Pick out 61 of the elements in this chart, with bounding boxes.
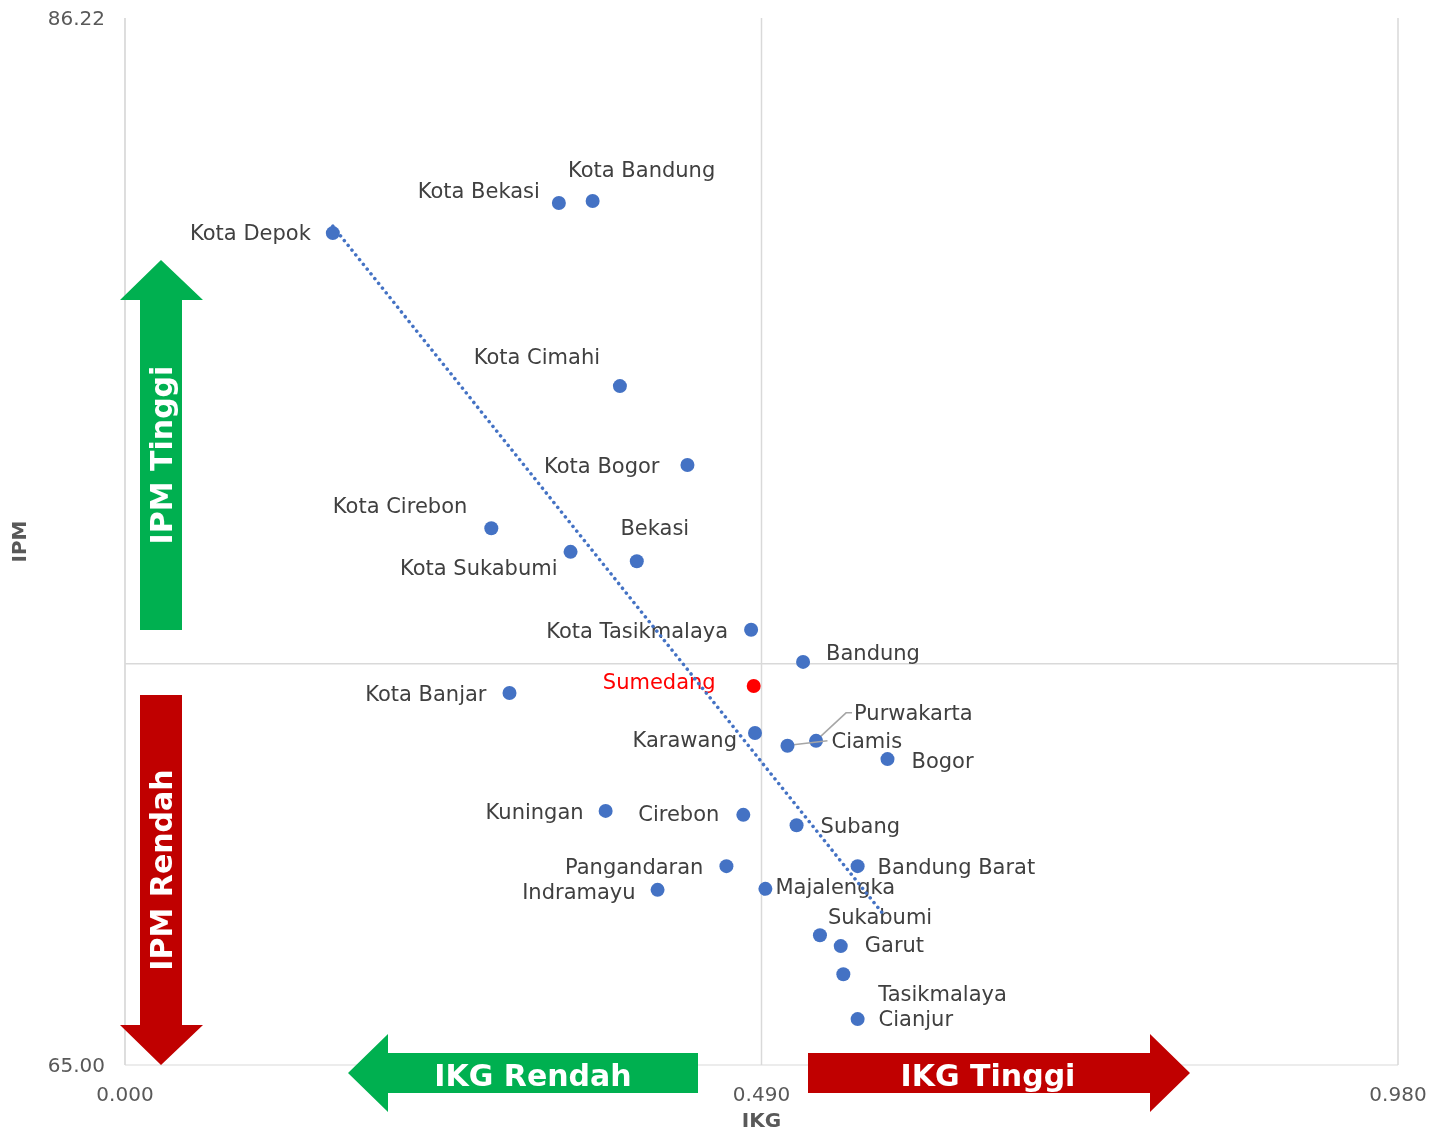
point <box>836 967 851 982</box>
data-label: Garut <box>864 933 925 958</box>
data-label: Indramayu <box>522 879 636 904</box>
data-label: Bekasi <box>620 516 690 541</box>
point <box>748 725 763 740</box>
y-tick-label: 65.00 <box>47 1053 105 1078</box>
y-axis-title: IPM <box>7 520 32 563</box>
point <box>833 939 848 954</box>
data-label: Pangandaran <box>565 855 704 880</box>
data-label: Kota Depok <box>190 221 312 246</box>
point <box>629 554 644 569</box>
point <box>598 803 613 818</box>
data-label: Ciamis <box>831 728 903 753</box>
data-label: Kota Cirebon <box>332 494 468 519</box>
x-tick-label: 0.000 <box>96 1082 154 1107</box>
data-label: Karawang <box>632 727 738 752</box>
point <box>758 881 773 896</box>
x-tick-label: 0.490 <box>732 1082 791 1107</box>
point <box>812 928 827 943</box>
point <box>551 196 566 211</box>
data-label: Kota Banjar <box>365 681 487 706</box>
data-label: Kota Sukabumi <box>399 555 558 580</box>
data-label: Kuningan <box>485 799 584 824</box>
data-label: Kota Cimahi <box>473 345 601 370</box>
x-tick-label: 0.980 <box>1369 1082 1427 1107</box>
data-label: Tasikmalaya <box>877 982 1007 1007</box>
point <box>612 379 627 394</box>
point <box>850 1012 865 1027</box>
data-label: Kota Bandung <box>568 158 716 183</box>
point <box>650 882 665 897</box>
point <box>850 859 865 874</box>
point <box>789 818 804 833</box>
point <box>780 738 795 753</box>
annotation: IKG Tinggi <box>900 1057 1076 1093</box>
point <box>680 458 695 473</box>
point <box>744 622 759 637</box>
annotation: IPM Tinggi <box>143 365 179 545</box>
point <box>796 654 811 669</box>
data-label: Kota Tasikmalaya <box>546 618 729 643</box>
point <box>502 685 517 700</box>
data-label: Bandung <box>826 640 920 665</box>
y-tick-label: 86.22 <box>47 6 105 31</box>
point <box>880 752 895 767</box>
annotation: IPM Rendah <box>143 769 179 971</box>
point <box>563 544 578 559</box>
point <box>585 194 600 209</box>
annotation: IKG Rendah <box>434 1057 632 1093</box>
data-label: Bogor <box>911 749 974 774</box>
point <box>736 807 751 822</box>
point <box>746 679 761 694</box>
data-label: Sukabumi <box>827 905 933 930</box>
data-label: Cianjur <box>878 1007 954 1032</box>
x-axis-title: IKG <box>741 1108 782 1132</box>
data-label: Subang <box>820 814 901 839</box>
point <box>719 859 734 874</box>
data-label: Cirebon <box>638 801 720 826</box>
data-label: Kota Bogor <box>544 454 660 479</box>
point <box>484 521 499 536</box>
data-label: Sumedang <box>602 670 716 695</box>
data-label: Purwakarta <box>854 700 973 725</box>
data-label: Kota Bekasi <box>417 179 540 204</box>
